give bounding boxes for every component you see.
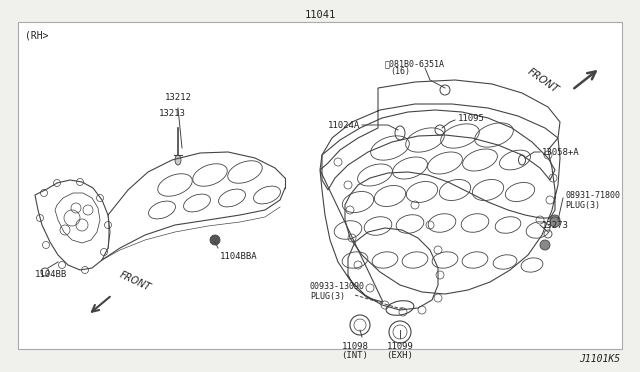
Text: 11098: 11098 bbox=[342, 342, 369, 351]
Text: 11095: 11095 bbox=[458, 113, 485, 122]
Text: (16): (16) bbox=[390, 67, 410, 76]
Text: (INT): (INT) bbox=[342, 351, 369, 360]
Text: 13273: 13273 bbox=[542, 221, 569, 230]
Circle shape bbox=[210, 235, 220, 245]
Text: 11024A: 11024A bbox=[328, 121, 360, 129]
Circle shape bbox=[540, 240, 550, 250]
Circle shape bbox=[550, 217, 560, 227]
Text: Ⓑ081B0-6351A: Ⓑ081B0-6351A bbox=[385, 59, 445, 68]
Text: 13213: 13213 bbox=[159, 109, 186, 118]
Text: PLUG(3): PLUG(3) bbox=[565, 201, 600, 209]
Text: FRONT: FRONT bbox=[525, 67, 560, 95]
Text: 08931-71800: 08931-71800 bbox=[565, 190, 620, 199]
Text: (RH>: (RH> bbox=[25, 30, 49, 40]
Circle shape bbox=[550, 215, 560, 225]
Text: 13058+A: 13058+A bbox=[542, 148, 580, 157]
Text: (EXH): (EXH) bbox=[387, 351, 413, 360]
Text: 11041: 11041 bbox=[305, 10, 335, 20]
Text: 00933-13090: 00933-13090 bbox=[310, 282, 365, 291]
Text: 1104BB: 1104BB bbox=[35, 270, 67, 279]
Text: 1104BBA: 1104BBA bbox=[220, 252, 258, 261]
Text: PLUG(3): PLUG(3) bbox=[310, 292, 345, 301]
Ellipse shape bbox=[175, 155, 181, 165]
Text: J1101K5: J1101K5 bbox=[579, 354, 620, 364]
Text: 11099: 11099 bbox=[387, 342, 413, 351]
Text: FRONT: FRONT bbox=[118, 270, 152, 293]
Bar bbox=[18, 22, 622, 349]
Text: 13212: 13212 bbox=[164, 93, 191, 102]
